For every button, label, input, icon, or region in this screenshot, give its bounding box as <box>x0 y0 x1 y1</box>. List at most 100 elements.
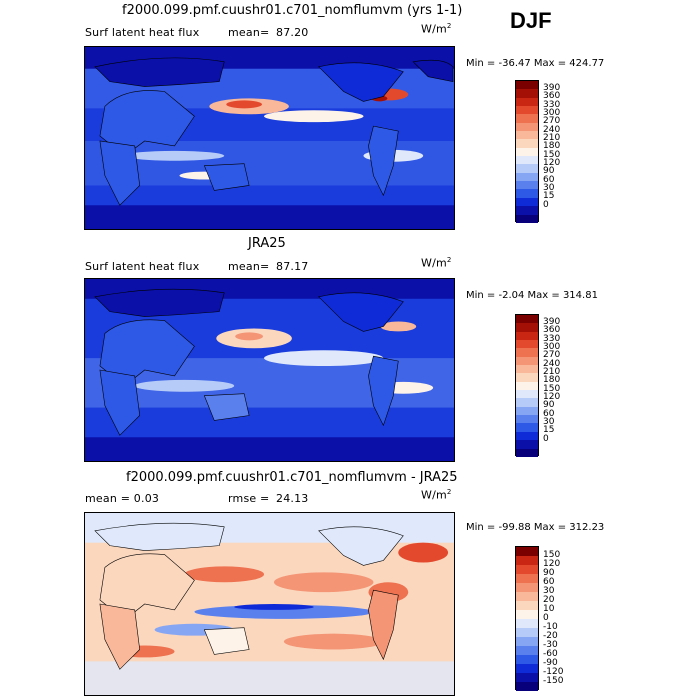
panel3-units: W/m2 <box>421 488 452 502</box>
colorbar-tick-label: 210 <box>543 366 561 377</box>
colorbar-tick-label: 180 <box>543 375 561 386</box>
colorbar-tick-label: 30 <box>543 183 555 194</box>
season-label: DJF <box>510 8 552 33</box>
panel3-minmax: Min = -99.88 Max = 312.23 <box>466 522 605 533</box>
colorbar-tick-label: 150 <box>543 149 561 160</box>
colorbar-swatch <box>516 448 538 457</box>
colorbar-swatch <box>516 423 538 432</box>
colorbar-swatch <box>516 431 538 441</box>
colorbar-swatch <box>516 415 538 424</box>
colorbar-tick-label: 90 <box>543 166 555 177</box>
colorbar-swatch <box>516 139 538 148</box>
colorbar-tick-label: 240 <box>543 358 561 369</box>
colorbar-swatch <box>516 106 538 115</box>
colorbar-swatch <box>516 81 538 90</box>
colorbar-swatches <box>515 80 539 223</box>
colorbar-swatches <box>515 314 539 457</box>
colorbar-tick-label: -20 <box>543 630 558 641</box>
colorbar-tick-label: 120 <box>543 558 561 569</box>
colorbar-swatch <box>516 406 538 416</box>
colorbar-swatch <box>516 646 538 655</box>
colorbar-swatch <box>516 398 538 407</box>
colorbar-swatches <box>515 546 539 691</box>
panel2-minmax: Min = -2.04 Max = 314.81 <box>466 290 598 301</box>
panel1-mean-label: mean= <box>228 26 270 39</box>
panel2-mean-value: 87.17 <box>276 260 309 273</box>
colorbar-tick-label: -30 <box>543 639 558 650</box>
colorbar-tick-label: 30 <box>543 585 555 596</box>
colorbar-tick-label: -60 <box>543 648 558 659</box>
colorbar-swatch <box>516 583 538 592</box>
colorbar-tick-label: -10 <box>543 621 558 632</box>
colorbar-swatch <box>516 181 538 190</box>
panel2-map-svg <box>85 279 454 461</box>
colorbar-swatch <box>516 664 538 673</box>
panel3-rmse-value: 24.13 <box>276 492 309 505</box>
colorbar-tick-label: 90 <box>543 400 555 411</box>
colorbar-swatch <box>516 315 538 324</box>
panel1-title: f2000.099.pmf.cuushr01.c701_nomflumvm (y… <box>122 3 463 18</box>
colorbar-swatch <box>516 574 538 583</box>
colorbar-tick-label: 10 <box>543 603 555 614</box>
panel3-map <box>84 512 455 696</box>
colorbar-tick-label: 330 <box>543 333 561 344</box>
colorbar-swatch <box>516 348 538 357</box>
colorbar-tick-label: 150 <box>543 383 561 394</box>
colorbar-swatch <box>516 682 538 691</box>
colorbar-tick-label: 330 <box>543 99 561 110</box>
colorbar-tick-label: 90 <box>543 567 555 578</box>
panel3-map-svg <box>85 513 454 695</box>
colorbar-swatch <box>516 131 538 140</box>
colorbar-tick-label: 390 <box>543 82 561 93</box>
colorbar-tick-label: 300 <box>543 341 561 352</box>
colorbar-tick-label: 20 <box>543 594 555 605</box>
colorbar-swatch <box>516 164 538 173</box>
colorbar-swatch <box>516 172 538 182</box>
colorbar-tick-label: 150 <box>543 549 561 560</box>
colorbar-tick-label: 240 <box>543 124 561 135</box>
panel2-variable-label: Surf latent heat flux <box>85 260 200 273</box>
colorbar-swatch <box>516 356 538 366</box>
colorbar-swatch <box>516 323 538 332</box>
colorbar-swatch <box>516 556 538 565</box>
colorbar-tick-label: 60 <box>543 408 555 419</box>
colorbar-swatch <box>516 331 538 341</box>
colorbar-tick-label: 120 <box>543 158 561 169</box>
colorbar-tick-label: 0 <box>543 612 549 623</box>
colorbar-tick-label: 360 <box>543 325 561 336</box>
colorbar-swatch <box>516 628 538 637</box>
colorbar-swatch <box>516 147 538 157</box>
colorbar-swatch <box>516 565 538 574</box>
colorbar-tick-label: 210 <box>543 132 561 143</box>
colorbar-tick-label: -150 <box>543 675 564 686</box>
colorbar-swatch <box>516 89 538 98</box>
colorbar-tick-label: 360 <box>543 91 561 102</box>
colorbar-tick-label: -120 <box>543 666 564 677</box>
panel2-units: W/m2 <box>421 256 452 270</box>
colorbar-tick-label: 270 <box>543 350 561 361</box>
colorbar-tick-label: -90 <box>543 657 558 668</box>
panel1-map-svg <box>85 47 454 229</box>
colorbar-tick-label: 15 <box>543 191 555 202</box>
colorbar-tick-label: 60 <box>543 576 555 587</box>
colorbar-swatch <box>516 214 538 223</box>
colorbar-tick-label: 30 <box>543 417 555 428</box>
colorbar-swatch <box>516 390 538 399</box>
colorbar-swatch <box>516 340 538 349</box>
panel1-minmax: Min = -36.47 Max = 424.77 <box>466 58 605 69</box>
panel3-mean-text: mean = 0.03 <box>85 492 160 505</box>
panel2-title: JRA25 <box>248 236 286 251</box>
panel1-mean-value: 87.20 <box>276 26 309 39</box>
colorbar-tick-label: 300 <box>543 107 561 118</box>
colorbar-swatch <box>516 637 538 646</box>
colorbar-swatch <box>516 97 538 107</box>
panel1-variable-label: Surf latent heat flux <box>85 26 200 39</box>
colorbar-tick-label: 390 <box>543 316 561 327</box>
panel2-map <box>84 278 455 462</box>
colorbar-tick-label: 15 <box>543 425 555 436</box>
panel1-units: W/m2 <box>421 22 452 36</box>
colorbar-tick-label: 120 <box>543 392 561 403</box>
colorbar-swatch <box>516 365 538 374</box>
colorbar-swatch <box>516 673 538 682</box>
panel3-title: f2000.099.pmf.cuushr01.c701_nomflumvm - … <box>126 470 458 485</box>
